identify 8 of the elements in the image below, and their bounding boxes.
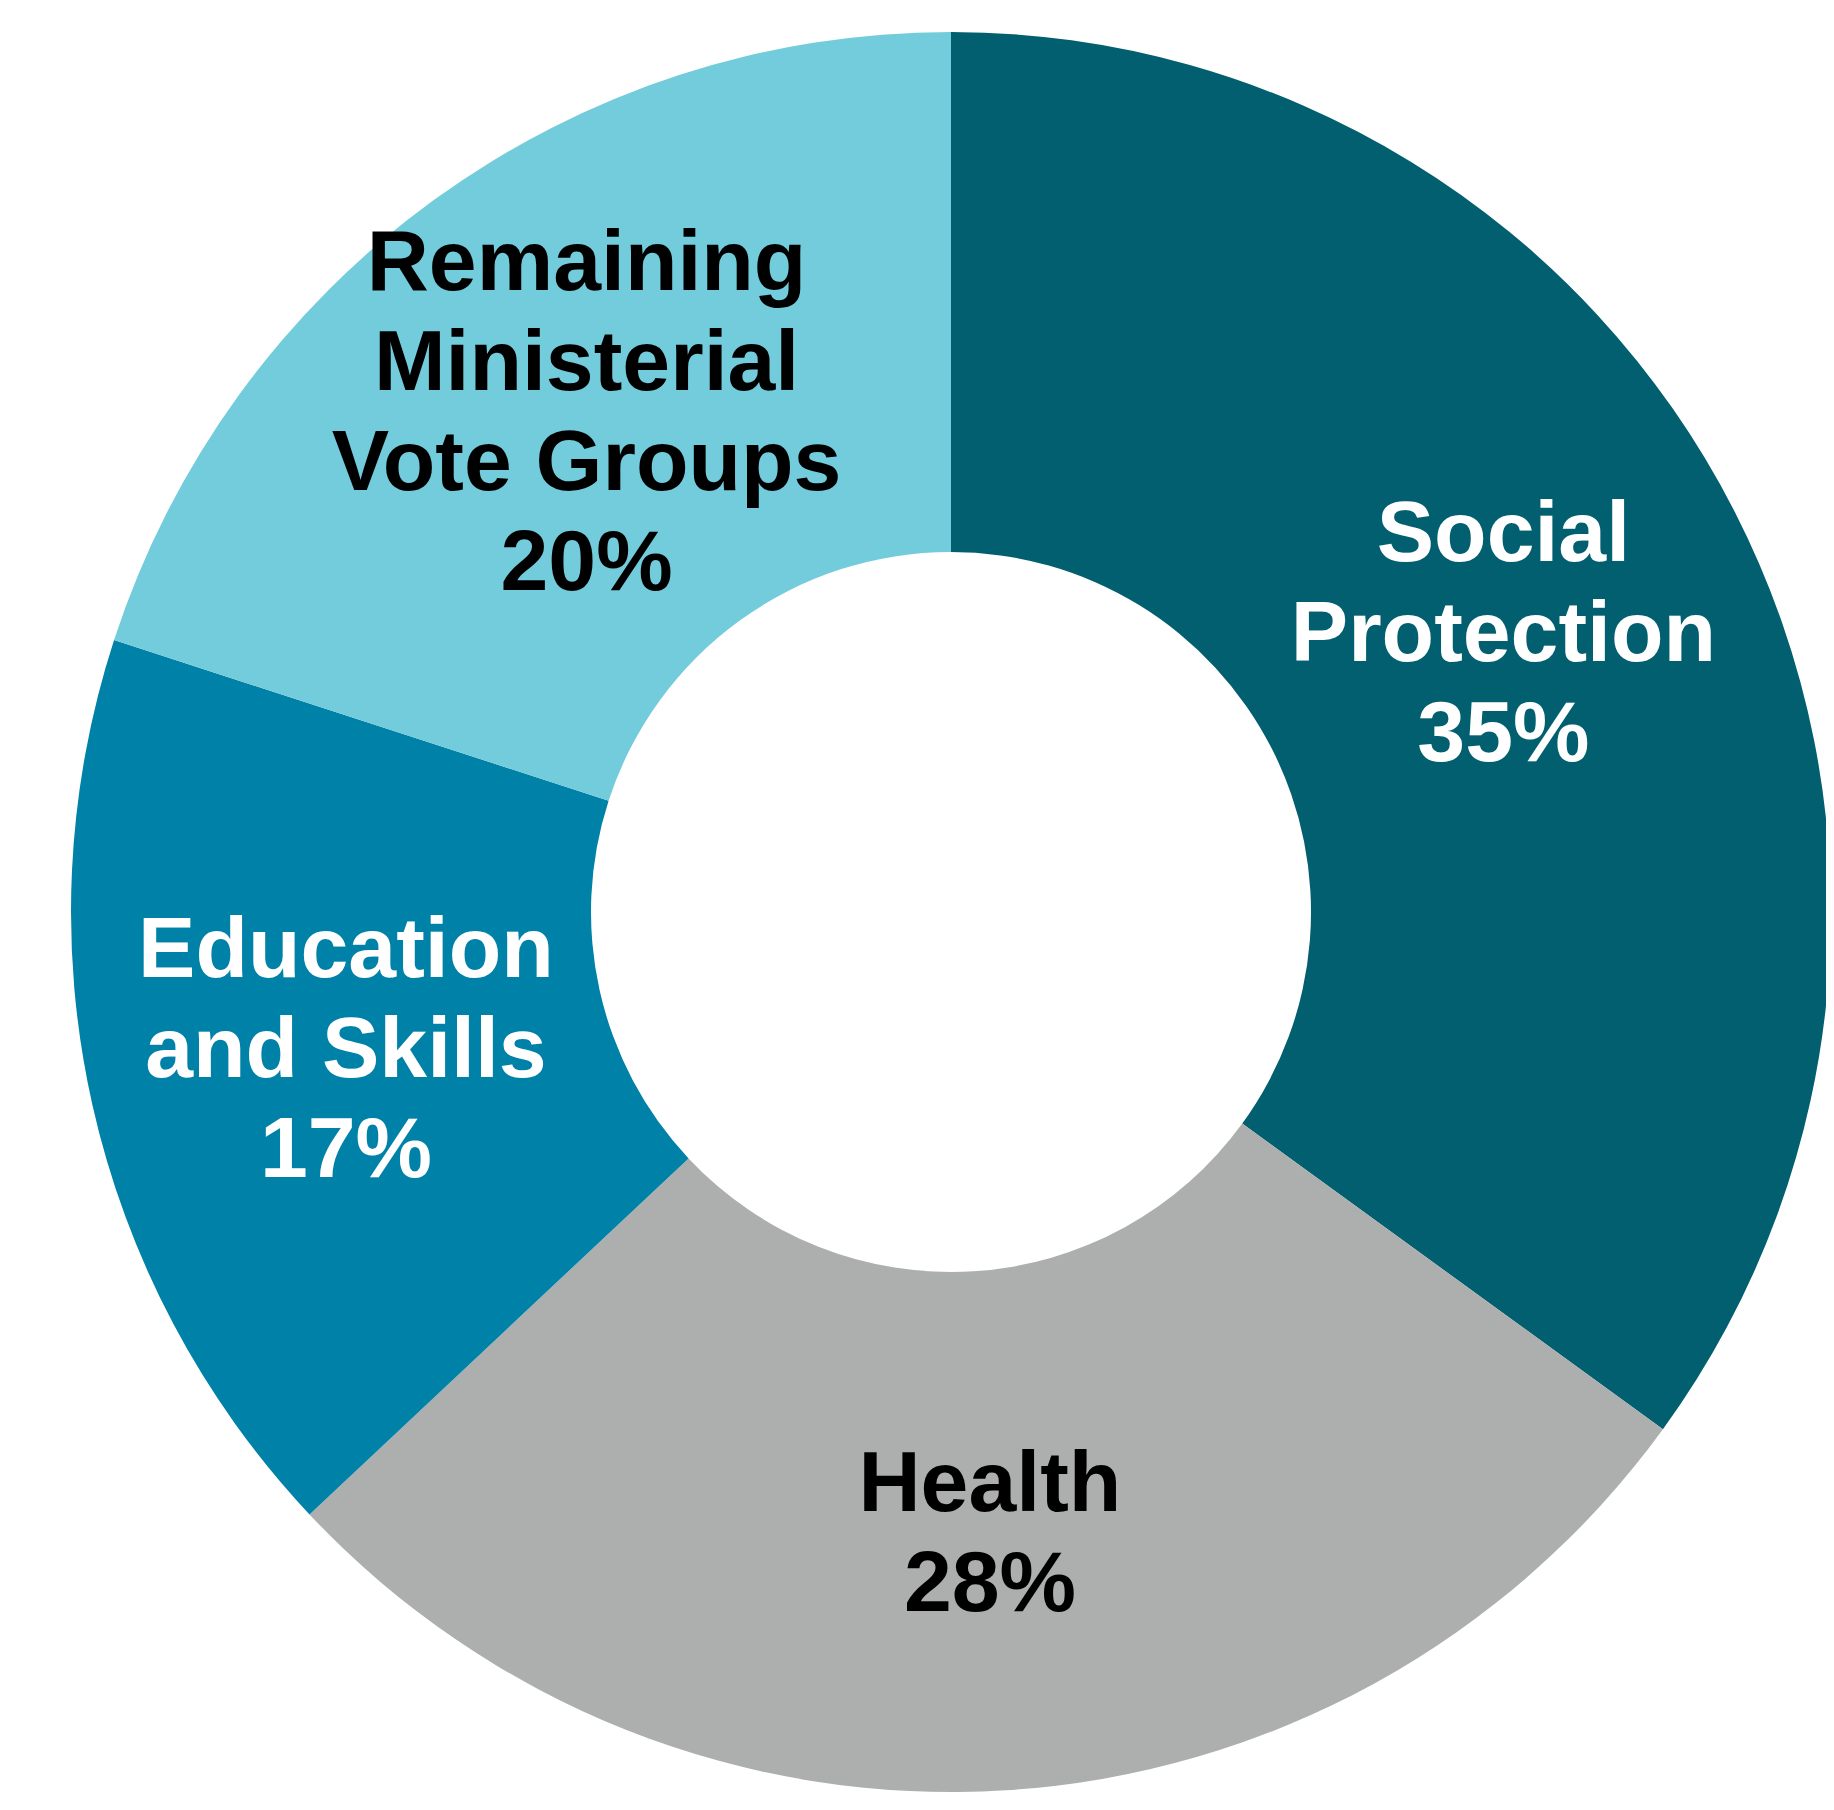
slice-label: Social Protection xyxy=(1290,482,1717,679)
slice-label: Remaining Ministerial Vote Groups xyxy=(331,212,842,509)
slice-label: Health xyxy=(858,1432,1122,1529)
data-label: 17% xyxy=(259,1099,432,1196)
data-label: 35% xyxy=(1417,682,1590,779)
data-label: 20% xyxy=(500,512,673,609)
slice-label: Education and Skills xyxy=(138,899,554,1096)
data-label: 28% xyxy=(903,1532,1076,1629)
